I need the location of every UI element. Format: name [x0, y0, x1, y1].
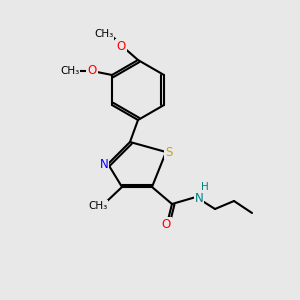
- Text: CH₃: CH₃: [94, 29, 114, 39]
- Text: O: O: [87, 64, 97, 77]
- Text: N: N: [195, 193, 203, 206]
- Text: CH₃: CH₃: [60, 66, 80, 76]
- Text: H: H: [201, 182, 209, 192]
- Text: CH₃: CH₃: [88, 201, 108, 211]
- Text: N: N: [100, 158, 108, 170]
- Text: O: O: [161, 218, 171, 230]
- Text: S: S: [165, 146, 173, 158]
- Text: O: O: [116, 40, 126, 52]
